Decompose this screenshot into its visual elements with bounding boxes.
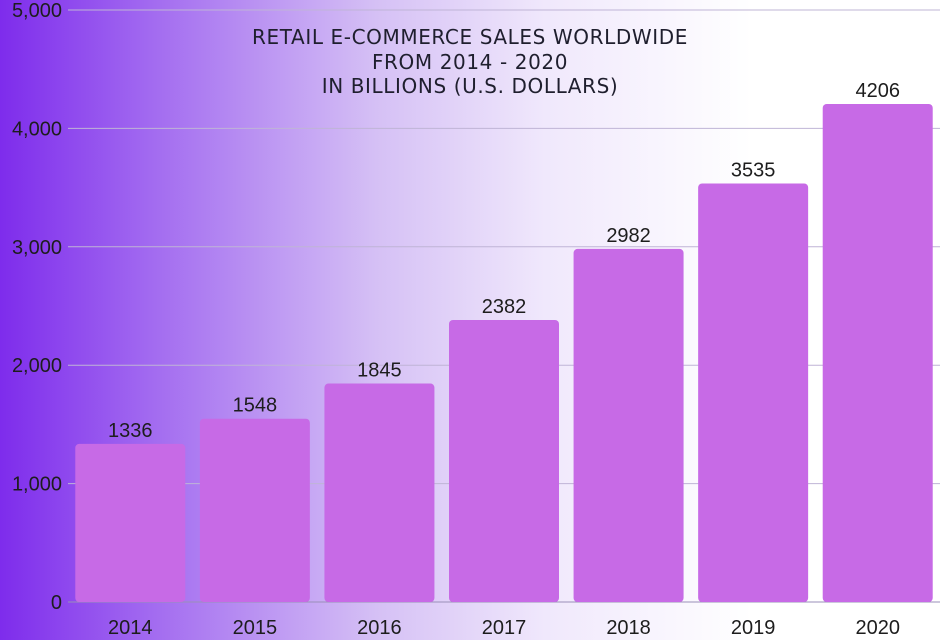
bar-2019	[698, 183, 809, 602]
bar-value-label: 2982	[606, 225, 651, 247]
bar-value-label: 3535	[731, 159, 776, 181]
y-tick-label: 1,000	[12, 474, 62, 496]
bar-2014	[75, 443, 186, 602]
y-tick-label: 0	[51, 592, 62, 614]
bar-value-label: 1336	[108, 420, 153, 442]
x-tick-label: 2014	[108, 617, 153, 639]
bar-layer	[75, 104, 933, 603]
bar-2020	[822, 104, 933, 603]
x-tick-label: 2019	[731, 617, 776, 639]
bar-value-label: 1845	[357, 360, 402, 382]
y-tick-label: 4,000	[12, 118, 62, 140]
bar-2015	[199, 418, 310, 602]
x-tick-label: 2017	[482, 617, 527, 639]
y-tick-label: 3,000	[12, 237, 62, 259]
y-tick-label: 5,000	[12, 0, 62, 22]
bar-value-label: 4206	[855, 80, 900, 102]
x-tick-label: 2016	[357, 617, 402, 639]
bar-value-label: 2382	[482, 296, 527, 318]
bar-2017	[449, 319, 559, 602]
label-layer: 0 1,000 2,000 3,000 4,000 5,000 1336 2014 1548 20…	[12, 0, 900, 639]
chart-title-line-1: RETAIL E-COMMERCE SALES WORLDWIDE	[252, 25, 688, 49]
x-tick-label: 2018	[606, 617, 651, 639]
chart-title-line-2: FROM 2014 - 2020	[372, 50, 568, 74]
chart-title-line-3: IN BILLIONS (U.S. DOLLARS)	[322, 74, 619, 98]
bar-value-label: 1548	[233, 395, 278, 417]
chart-title: RETAIL E-COMMERCE SALES WORLDWIDE FROM 2…	[252, 25, 688, 98]
y-tick-label: 2,000	[12, 355, 62, 377]
bar-2018	[573, 248, 684, 602]
x-tick-label: 2015	[233, 617, 278, 639]
bar-2016	[324, 383, 435, 602]
x-tick-label: 2020	[855, 617, 900, 639]
